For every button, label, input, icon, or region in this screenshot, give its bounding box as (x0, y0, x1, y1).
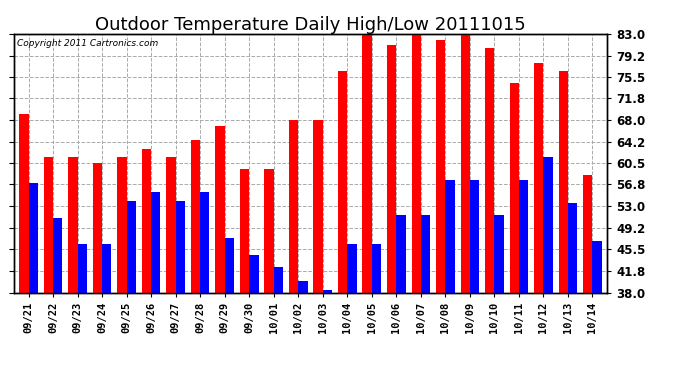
Bar (191, 140, 200, 292)
Bar (102, 244, 111, 292)
Bar (298, 281, 308, 292)
Bar (200, 192, 210, 292)
Bar (411, 34, 421, 292)
Bar (249, 255, 259, 292)
Bar (117, 158, 126, 292)
Bar (289, 120, 298, 292)
Bar (519, 180, 529, 292)
Bar (53, 218, 62, 292)
Bar (510, 82, 519, 292)
Bar (347, 244, 357, 292)
Bar (215, 126, 225, 292)
Bar (151, 192, 161, 292)
Bar (387, 45, 396, 292)
Bar (313, 120, 323, 292)
Bar (166, 158, 176, 292)
Bar (225, 238, 234, 292)
Bar (470, 180, 479, 292)
Text: Copyright 2011 Cartronics.com: Copyright 2011 Cartronics.com (17, 39, 158, 48)
Bar (43, 158, 53, 292)
Bar (593, 241, 602, 292)
Bar (323, 290, 332, 292)
Bar (421, 215, 430, 292)
Bar (142, 149, 151, 292)
Bar (396, 215, 406, 292)
Bar (176, 201, 185, 292)
Bar (568, 203, 578, 292)
Bar (126, 201, 136, 292)
Bar (534, 63, 544, 292)
Bar (544, 158, 553, 292)
Bar (68, 158, 77, 292)
Bar (240, 169, 249, 292)
Bar (559, 71, 568, 292)
Bar (372, 244, 381, 292)
Bar (77, 244, 87, 292)
Bar (436, 39, 445, 292)
Bar (338, 71, 347, 292)
Bar (445, 180, 455, 292)
Bar (460, 34, 470, 292)
Bar (495, 215, 504, 292)
Bar (362, 34, 372, 292)
Bar (264, 169, 274, 292)
Bar (583, 175, 593, 292)
Bar (92, 163, 102, 292)
Bar (19, 114, 28, 292)
Title: Outdoor Temperature Daily High/Low 20111015: Outdoor Temperature Daily High/Low 20111… (95, 16, 526, 34)
Bar (28, 183, 38, 292)
Bar (485, 48, 495, 292)
Bar (274, 267, 283, 292)
